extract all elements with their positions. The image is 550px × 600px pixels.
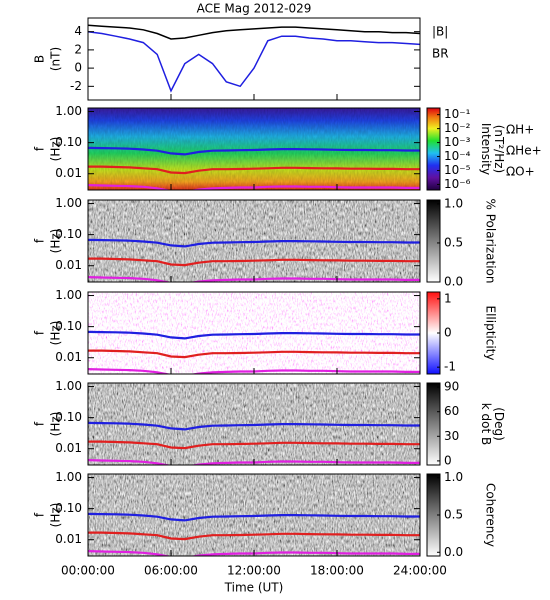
chart-title: ACE Mag 2012-029 [197, 2, 312, 16]
plot-area [88, 383, 420, 465]
frequency-line [88, 257, 420, 267]
colorbar-tick-label: 10⁻⁴ [444, 149, 471, 163]
y-axis-label: f [33, 146, 47, 151]
colorbar-tick-label: 10⁻² [444, 121, 471, 135]
y-tick-label: 4 [74, 24, 82, 38]
colorbar [426, 382, 441, 466]
frequency-line [88, 440, 420, 450]
legend-entry: ΩHe+ [506, 144, 542, 158]
y-tick-label: 0.10 [55, 319, 82, 333]
y-tick-label: 2 [74, 42, 82, 56]
colorbar-label: % Polarization [484, 199, 498, 284]
y-tick-label: -2 [70, 79, 82, 93]
y-tick-label: 0.10 [55, 410, 82, 424]
colorbar-tick-label: 30 [444, 429, 459, 443]
colorbar-tick-label: 90 [444, 380, 459, 394]
colorbar [426, 107, 441, 191]
plot-area [88, 474, 420, 556]
colorbar-tick-label: 10⁻⁶ [444, 177, 471, 191]
plot-area [88, 24, 420, 93]
colorbar-tick-label: 0.0 [444, 545, 463, 559]
data-line [88, 30, 420, 93]
frequency-line [88, 421, 420, 431]
y-tick-label: 0.01 [55, 441, 82, 455]
colorbar-label: Coherency [484, 483, 498, 547]
colorbar-label: k dot B [479, 403, 493, 445]
colorbar-label: Ellipticity [484, 306, 498, 361]
colorbar-label: (nT²/Hz) [492, 125, 506, 173]
frequency-line [88, 531, 420, 541]
y-tick-label: 0.01 [55, 166, 82, 180]
x-axis-label: Time (UT) [224, 581, 284, 595]
frequency-line [88, 238, 420, 248]
colorbar-tick-label: -1 [444, 360, 456, 374]
y-axis-label: (Hz) [49, 321, 63, 346]
colorbar-tick-label: 0.5 [444, 235, 463, 249]
y-tick-label: 0.10 [55, 135, 82, 149]
y-tick-label: 0.01 [55, 532, 82, 546]
y-axis-label: (Hz) [49, 412, 63, 437]
frequency-line [88, 146, 420, 156]
y-tick-label: 1.00 [55, 470, 82, 484]
x-tick-label: 24:00:00 [393, 564, 447, 578]
colorbar-tick-label: 10⁻¹ [444, 107, 471, 121]
y-tick-label: 1.00 [55, 379, 82, 393]
y-tick-label: 0.10 [55, 227, 82, 241]
colorbar-label: (Deg) [492, 407, 506, 441]
colorbar-tick-label: 0.5 [444, 508, 463, 522]
x-tick-label: 06:00:00 [144, 564, 198, 578]
legend-entry: |B| [432, 25, 448, 39]
frequency-line [88, 512, 420, 522]
plot-frame [87, 17, 421, 101]
data-line [88, 24, 420, 40]
x-tick-label: 00:00:00 [61, 564, 115, 578]
colorbar-tick-label: 10⁻³ [444, 135, 471, 149]
y-axis-label: f [33, 512, 47, 517]
y-axis-label: (nT) [49, 47, 63, 71]
colorbar [426, 199, 441, 283]
plot-area [88, 292, 420, 374]
y-axis-label: (Hz) [49, 137, 63, 162]
colorbar-tick-label: 60 [444, 404, 459, 418]
y-axis-label: (Hz) [49, 503, 63, 528]
x-tick-label: 12:00:00 [227, 564, 281, 578]
y-axis-label: B [33, 55, 47, 63]
y-tick-label: 0.01 [55, 258, 82, 272]
colorbar-tick-label: 1 [444, 291, 452, 305]
y-tick-label: 0.10 [55, 501, 82, 515]
y-tick-label: 0.01 [55, 350, 82, 364]
colorbar-tick-label: 0.0 [444, 275, 463, 289]
frequency-line [88, 165, 420, 175]
y-axis-label: (Hz) [49, 229, 63, 254]
legend-entry: ΩO+ [506, 165, 535, 179]
frequency-line [88, 330, 420, 340]
y-tick-label: 0 [74, 61, 82, 75]
colorbar-tick-label: 0 [444, 453, 452, 467]
y-tick-label: 1.00 [55, 196, 82, 210]
colorbar-tick-label: 1.0 [444, 470, 463, 484]
plot-area [88, 108, 420, 190]
colorbar-tick-label: 0 [444, 326, 452, 340]
colorbar-tick-label: 10⁻⁵ [444, 163, 471, 177]
colorbar-label: Intensity [479, 123, 493, 175]
colorbar-tick-label: 1.0 [444, 196, 463, 210]
y-tick-label: 1.00 [55, 104, 82, 118]
y-axis-label: f [33, 330, 47, 335]
y-tick-label: 1.00 [55, 288, 82, 302]
y-axis-label: f [33, 421, 47, 426]
legend-entry: ΩH+ [506, 123, 534, 137]
frequency-line [88, 349, 420, 359]
x-tick-label: 18:00:00 [310, 564, 364, 578]
legend-entry: BR [432, 47, 449, 61]
plot-area [88, 200, 420, 282]
y-axis-label: f [33, 238, 47, 243]
